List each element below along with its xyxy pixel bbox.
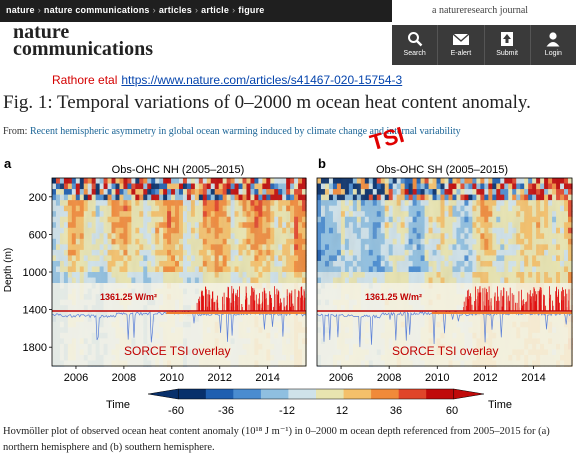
colorbar-swatch [371, 389, 400, 399]
figure-caption: Hovmöller plot of observed ocean heat co… [3, 426, 550, 453]
panel-a-tsi-value: 1361.25 W/m² [100, 292, 157, 302]
panel-b-heatmap [317, 178, 573, 367]
x-tick-label: 2010 [160, 372, 184, 384]
colorbar-tick-label: -60 [168, 405, 184, 417]
panel-a-axes: 2006 2008 2010 2012 2014 200 600 1000 1400 1800 [23, 192, 280, 384]
ealert-label: E-alert [450, 50, 472, 57]
panel-a-title: Obs-OHC NH (2005–2015) [112, 164, 245, 176]
colorbar-swatch [178, 389, 207, 399]
colorbar-tick-label: 36 [390, 405, 402, 417]
breadcrumb-item-current: figure [238, 5, 265, 15]
colorbar-swatch [426, 389, 455, 399]
panel-b: b Obs-OHC SH (2005–2015) 2006 2008 2010 201… [316, 156, 573, 384]
colorbar-left-label: Time [106, 399, 130, 411]
breadcrumb-item[interactable]: articles [158, 5, 192, 15]
colorbar-swatch [205, 389, 234, 399]
search-icon [407, 32, 422, 47]
x-tick-label: 2012 [207, 372, 231, 384]
from-prefix: From: [3, 126, 28, 137]
citation-link[interactable]: https://www.nature.com/articles/s41467-0… [121, 73, 403, 87]
breadcrumb: nature › nature communications › articles › ar… [6, 5, 265, 15]
citation-prefix: Rathore etal [52, 73, 118, 87]
user-icon [546, 32, 560, 47]
submit-button[interactable]: Submit [483, 25, 530, 65]
panel-a: a Obs-OHC NH (2005–2015) Depth (m) 2006 2… [3, 156, 307, 384]
colorbar-tick-label: 12 [336, 405, 348, 417]
x-tick-label: 2006 [64, 372, 88, 384]
login-label: Login [544, 50, 562, 57]
upload-icon [501, 32, 514, 46]
colorbar-tick-label: 60 [446, 405, 458, 417]
colorbar-swatch [233, 389, 262, 399]
colorbar: Time Time -60 -36 -12 12 36 60 [106, 388, 512, 417]
panel-b-tsi-value: 1361.25 W/m² [365, 292, 422, 302]
colorbar-bar: -60 -36 -12 12 36 60 [147, 388, 485, 417]
x-tick-label: 2006 [329, 372, 353, 384]
panel-a-tsi-overlay [51, 286, 307, 343]
figure-source: From: Recent hemispheric asymmetry in gl… [3, 126, 461, 137]
search-label: Search [403, 50, 426, 57]
y-axis-label: Depth (m) [3, 248, 14, 292]
breadcrumb-item[interactable]: nature communications [43, 5, 150, 15]
colorbar-frame [177, 388, 455, 400]
breadcrumb-item[interactable]: article [201, 5, 230, 15]
panel-b-axes: 2006 2008 2010 2012 2014 [329, 366, 546, 384]
y-tick-label: 200 [29, 192, 47, 204]
x-tick-label: 2010 [425, 372, 449, 384]
figure-title: Fig. 1: Temporal variations of 0–2000 m … [3, 92, 531, 113]
colorbar-right-label: Time [488, 399, 512, 411]
colorbar-tick-label: -12 [279, 405, 295, 417]
source-article-link[interactable]: Recent hemispheric asymmetry in global o… [29, 126, 461, 137]
journal-tag[interactable]: a natureresearch journal [432, 5, 529, 16]
panel-a-overlay-label: SORCE TSI overlay [124, 344, 230, 358]
colorbar-tick-label: -36 [218, 405, 234, 417]
x-tick-label: 2012 [473, 372, 497, 384]
ealert-button[interactable]: E-alert [437, 25, 483, 65]
journal-logo[interactable]: nature communications [13, 21, 153, 60]
logo-line-1: nature [13, 21, 70, 43]
colorbar-swatch [260, 389, 289, 399]
panel-b-letter: b [318, 156, 326, 171]
panel-b-frame [316, 177, 573, 367]
tsi-overlay-background [317, 283, 572, 366]
colorbar-min-arrow [147, 388, 179, 400]
toolbar: Search E-alert Submit Login [392, 25, 576, 65]
x-tick-label: 2014 [521, 372, 545, 384]
logo-line-2: communications [13, 38, 153, 60]
mail-icon [452, 33, 470, 45]
x-tick-label: 2008 [112, 372, 136, 384]
colorbar-max-arrow [453, 388, 485, 400]
y-tick-label: 1400 [23, 305, 47, 317]
x-tick-label: 2008 [377, 372, 401, 384]
colorbar-swatch [343, 389, 372, 399]
citation-annotation: Rathore etal https://www.nature.com/artic… [52, 73, 402, 87]
colorbar-swatch [398, 389, 427, 399]
breadcrumb-separator: › [37, 5, 41, 15]
breadcrumb-separator: › [232, 5, 236, 15]
y-tick-label: 1800 [23, 342, 47, 354]
figure-graphic: a Obs-OHC NH (2005–2015) Depth (m) 2006 2… [3, 156, 573, 417]
colorbar-swatch [316, 389, 344, 399]
panel-a-letter: a [4, 156, 12, 171]
submit-label: Submit [496, 50, 519, 57]
search-button[interactable]: Search [392, 25, 437, 65]
panel-a-heatmap [52, 178, 307, 367]
panel-b-tsi-overlay [316, 286, 573, 348]
colorbar-swatch [288, 389, 317, 399]
panel-b-overlay-label: SORCE TSI overlay [392, 344, 498, 358]
y-tick-label: 1000 [23, 267, 47, 279]
journal-tag-box [392, 0, 576, 22]
breadcrumb-separator: › [194, 5, 199, 15]
x-tick-label: 2014 [255, 372, 279, 384]
breadcrumb-item[interactable]: nature [6, 5, 35, 15]
y-tick-label: 600 [29, 229, 47, 241]
tsi-overlay-background [52, 283, 306, 366]
breadcrumb-separator: › [152, 5, 156, 15]
login-button[interactable]: Login [529, 25, 576, 65]
panel-a-frame [51, 177, 307, 367]
panel-b-title: Obs-OHC SH (2005–2015) [376, 164, 508, 176]
